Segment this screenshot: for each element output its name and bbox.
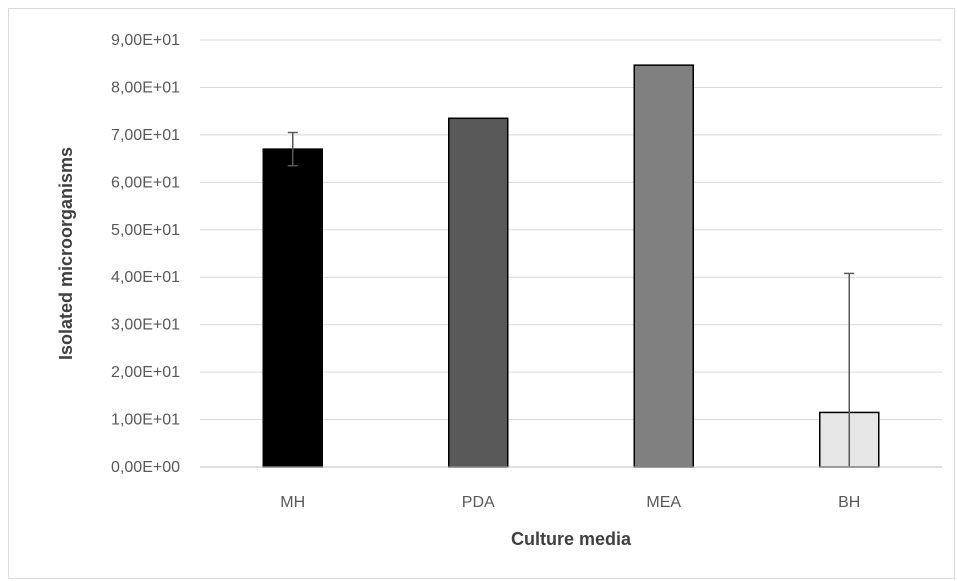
- y-tick-label: 0,00E+00: [111, 459, 180, 476]
- x-axis-title: Culture media: [511, 529, 632, 549]
- x-tick-label: BH: [838, 494, 860, 511]
- y-axis-tick-labels: 0,00E+00 1,00E+01 2,00E+01 3,00E+01 4,00E+01…: [111, 32, 180, 476]
- y-tick-label: 1,00E+01: [111, 412, 180, 429]
- y-tick-label: 6,00E+01: [111, 174, 180, 191]
- y-tick-label: 2,00E+01: [111, 364, 180, 381]
- y-tick-label: 9,00E+01: [111, 32, 180, 49]
- chart-frame: [8, 8, 955, 579]
- x-tick-label: PDA: [462, 494, 495, 511]
- bar-pda: [448, 117, 509, 468]
- bar-mea: [633, 64, 694, 468]
- x-axis-tick-labels: MH PDA MEA BH: [280, 494, 860, 511]
- error-bars: [287, 131, 855, 467]
- x-tick-label: MEA: [646, 494, 681, 511]
- y-tick-label: 3,00E+01: [111, 317, 180, 334]
- bars: [262, 64, 880, 468]
- y-tick-label: 4,00E+01: [111, 269, 180, 286]
- y-tick-label: 5,00E+01: [111, 222, 180, 239]
- y-tick-label: 8,00E+01: [111, 79, 180, 96]
- bar-mh: [262, 148, 323, 468]
- y-tick-label: 7,00E+01: [111, 127, 180, 144]
- y-axis-title: Isolated microorganisms: [56, 147, 76, 360]
- x-tick-label: MH: [280, 494, 305, 511]
- gridlines: [200, 39, 942, 421]
